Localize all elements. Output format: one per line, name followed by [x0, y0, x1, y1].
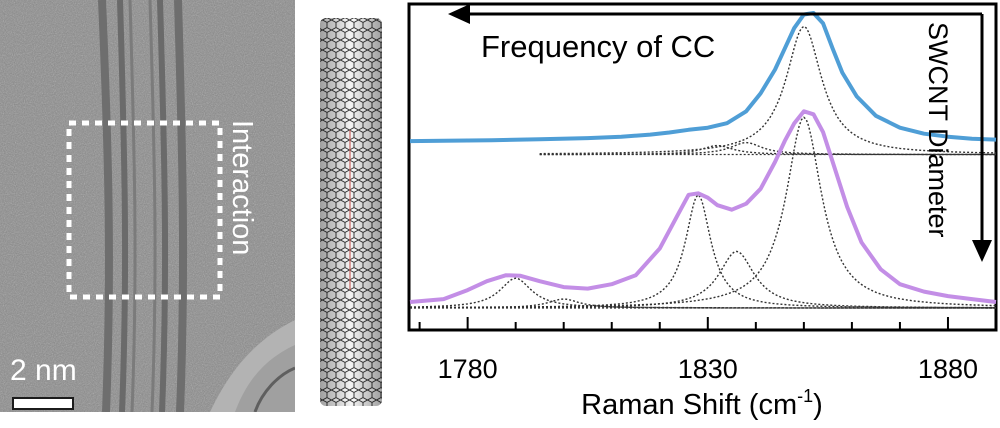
spectrum-line-1 — [409, 11, 997, 144]
frequency-label: Frequency of CC — [481, 29, 715, 64]
raman-chart-svg: Frequency of CC SWCNT Diameter 1780 1830 1… — [407, 2, 998, 421]
nanotube-walls — [98, 0, 188, 412]
scale-bar — [12, 397, 74, 410]
interaction-label: Interaction — [226, 120, 258, 256]
tem-image — [0, 0, 295, 412]
sample-debris — [210, 320, 295, 412]
diameter-arrow — [972, 14, 992, 262]
x-tick-label: 1880 — [918, 354, 978, 384]
x-tick-label: 1780 — [438, 354, 498, 384]
fit-curve-1-peak-1 — [539, 25, 996, 155]
frequency-arrow — [448, 4, 982, 24]
spectrum-line-2 — [409, 109, 997, 304]
x-axis-ticks: 1780 1830 1880 — [418, 317, 997, 384]
nanotube-model — [300, 0, 400, 423]
x-axis-label: Raman Shift (cm-1) — [581, 386, 823, 421]
x-tick-label: 1830 — [678, 354, 738, 384]
spectra — [409, 11, 997, 304]
interaction-region-box — [66, 120, 223, 300]
nanotube-lattice — [320, 18, 382, 406]
raman-chart: Frequency of CC SWCNT Diameter 1780 1830 1… — [400, 0, 1000, 423]
diameter-label: SWCNT Diameter — [923, 22, 953, 238]
tem-micrograph: Interaction 2 nm — [0, 0, 295, 412]
scale-bar-label: 2 nm — [10, 354, 77, 387]
fit-curves — [409, 25, 996, 309]
